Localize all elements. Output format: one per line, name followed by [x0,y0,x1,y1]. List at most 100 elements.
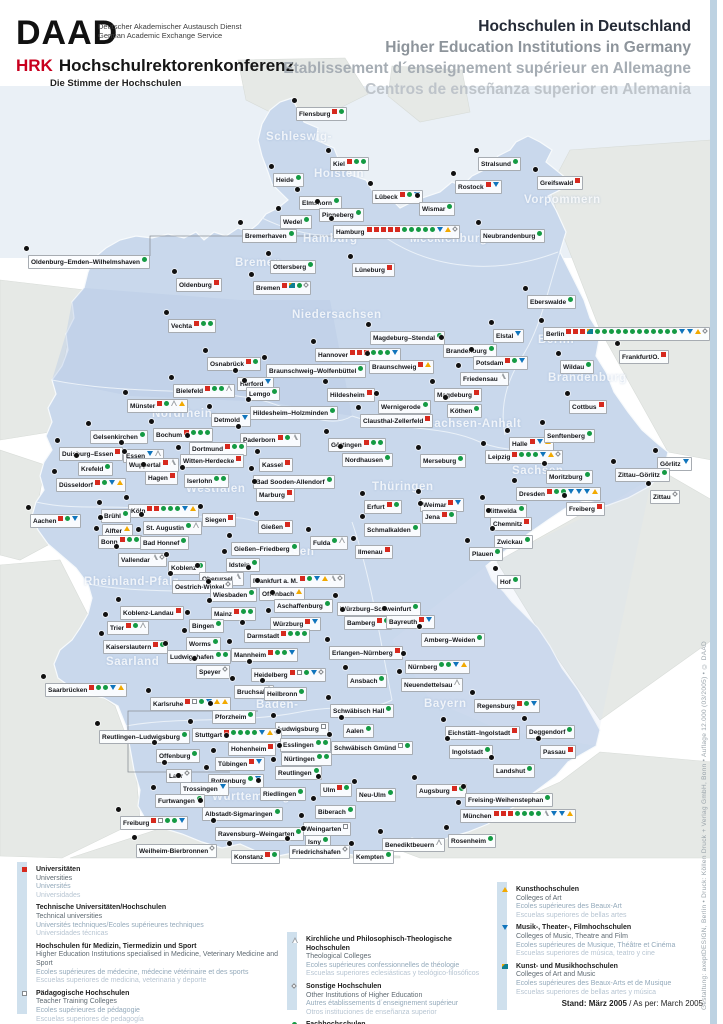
applied-science-circle-icon [370,349,376,355]
applied-science-circle-icon [214,475,220,481]
city-marker: Senftenberg [540,420,595,443]
city-label-box: Potsdam [473,356,529,370]
applied-science-circle-icon [306,575,312,581]
applied-science-circle-icon [545,794,551,800]
applied-science-circle-icon [636,328,642,334]
applied-science-circle-icon [65,515,71,521]
university-square-icon [265,851,271,857]
city-label-box: Gelsenkirchen [90,430,148,444]
city-marker: Lübeck [368,181,423,204]
legend-column-2: Kunsthochschulen Colleges of Art Ecoles su… [502,886,691,1001]
city-label-box: Rosenheim [448,834,497,848]
city-label-box: Bochum [153,428,213,442]
city-dot [476,220,481,225]
city-name: Weilheim-Bierbronnen [139,848,209,855]
legend-line: Autres établissements d´enseignement sup… [306,1000,459,1008]
legend-strip [497,882,507,1010]
map-titles: Hochschulen in Deutschland Higher Educati… [283,16,691,100]
city-name: Albstadt-Sigmaringen [205,811,273,818]
applied-science-circle-icon [198,562,204,568]
city-name: Vechta [171,323,192,330]
city-dot [270,590,275,595]
city-marker: Zwickau [490,526,533,549]
university-square-icon [366,389,372,395]
city-dot [480,495,485,500]
city-label-box: Passau [540,745,576,759]
city-marker: Neu-Ulm [352,779,396,802]
applied-science-circle-icon [629,328,635,334]
city-dot [397,669,402,674]
city-label-box: Heide [273,173,304,187]
city-dot [444,825,449,830]
city-marker: Würzburg [266,608,322,631]
city-marker: Ingolstadt [445,736,494,759]
music-triangle-icon [242,414,248,420]
city-dot [339,715,344,720]
city-name: Bamberg [347,620,376,627]
city-dot [227,533,232,538]
city-name: Freising-Weihenstephan [468,797,544,804]
daad-logo: DAAD [16,14,119,52]
city-marker: Bad Sooden-Allendorf [249,466,335,489]
legend-line: Escuelas superiores de bellas artes [516,911,627,919]
city-name: Wedel [283,219,303,226]
city-name: Bochum [156,432,182,439]
city-marker: Bremen [249,272,311,295]
city-name: Oestrich-Winkel [175,584,225,591]
theological-triangle-icon [151,554,158,561]
city-name: Erfurt [367,504,385,511]
music-triangle-icon [682,458,689,464]
city-marker: Eberswalde [523,286,577,309]
university-square-icon [512,727,518,733]
legend-line: Technische Universitäten/Hochschulen [36,904,167,912]
theological-triangle-icon [234,573,241,580]
city-name: Ansbach [350,678,378,685]
city-dot [285,836,290,841]
city-label-box: Friedensau [460,372,509,386]
city-name: Rostock [458,184,484,191]
city-marker: Münster [123,390,189,413]
university-square-icon [661,351,667,357]
applied-science-circle-icon [358,365,364,371]
city-label-box: Schwäbisch Gmünd [331,741,414,755]
university-square-icon [419,616,425,622]
city-marker: Siegen [198,504,237,527]
applied-science-circle-icon [594,328,600,334]
applied-science-circle-icon [446,661,452,667]
city-label-box: München [460,809,576,823]
city-label-box: Idstein [226,558,260,572]
city-label-box: Koblenz-Landau [120,606,184,620]
city-label-box: Neubrandenburg [480,229,546,243]
applied-science-circle-icon [370,439,376,445]
city-dot [188,719,193,724]
city-label-box: Bremen [253,281,311,295]
city-marker: Heide [269,164,304,187]
city-dot [141,462,146,467]
applied-science-circle-icon [518,505,524,511]
city-marker: Magdeburg–Stendal [366,322,446,345]
legend-line: Fachhochschulen [306,1021,496,1024]
music-triangle-icon [313,575,320,581]
legend-line: Ecoles supérieures de Musique, Théâtre e… [516,941,676,949]
applied-science-circle-icon [232,443,238,449]
university-square-icon [157,400,163,406]
city-dot [315,199,320,204]
city-dot [505,428,510,433]
city-name: Saarbrücken [48,687,88,694]
city-marker: Elstal [489,320,525,343]
city-label-box: Bremerhaven [242,229,297,243]
music-triangle-icon [455,499,462,505]
city-dot [416,445,421,450]
city-marker: Stralsund [474,148,521,171]
applied-science-circle-icon [495,548,501,554]
applied-science-circle-icon [422,401,428,407]
applied-science-circle-icon [191,429,196,435]
university-square-icon [493,810,499,816]
city-marker: Aalen [339,715,374,738]
applied-science-circle-icon [535,810,541,816]
applied-science-circle-icon [584,471,590,477]
city-marker: Augsburg [412,775,467,798]
university-square-icon [507,810,513,816]
city-label-box: Heidelberg [251,668,326,682]
state-label: Sachsen-Anhalt [426,418,522,430]
